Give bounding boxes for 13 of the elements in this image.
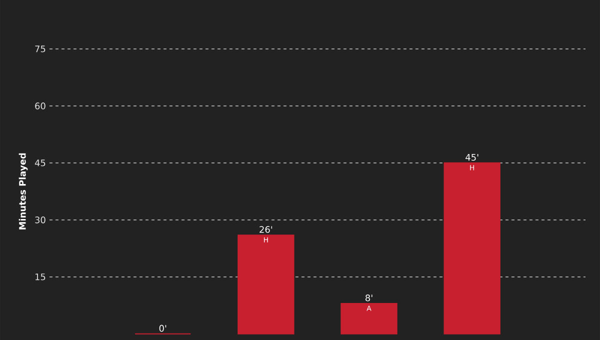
data-label: 45' — [466, 154, 478, 161]
y-tick-label: 15 — [35, 274, 46, 280]
bar — [340, 303, 398, 334]
bar — [238, 234, 294, 334]
data-label: 8' — [366, 294, 372, 302]
y-tick-label: 75 — [35, 46, 46, 52]
y-axis-title: Minutes Played — [18, 153, 28, 230]
data-label: 26' — [260, 226, 272, 233]
y-tick-label: 45 — [34, 160, 46, 166]
y-tick-label: 30 — [35, 216, 46, 224]
y-tick-label: 60 — [35, 102, 46, 110]
data-label: 0' — [159, 324, 166, 332]
bar — [444, 162, 500, 334]
